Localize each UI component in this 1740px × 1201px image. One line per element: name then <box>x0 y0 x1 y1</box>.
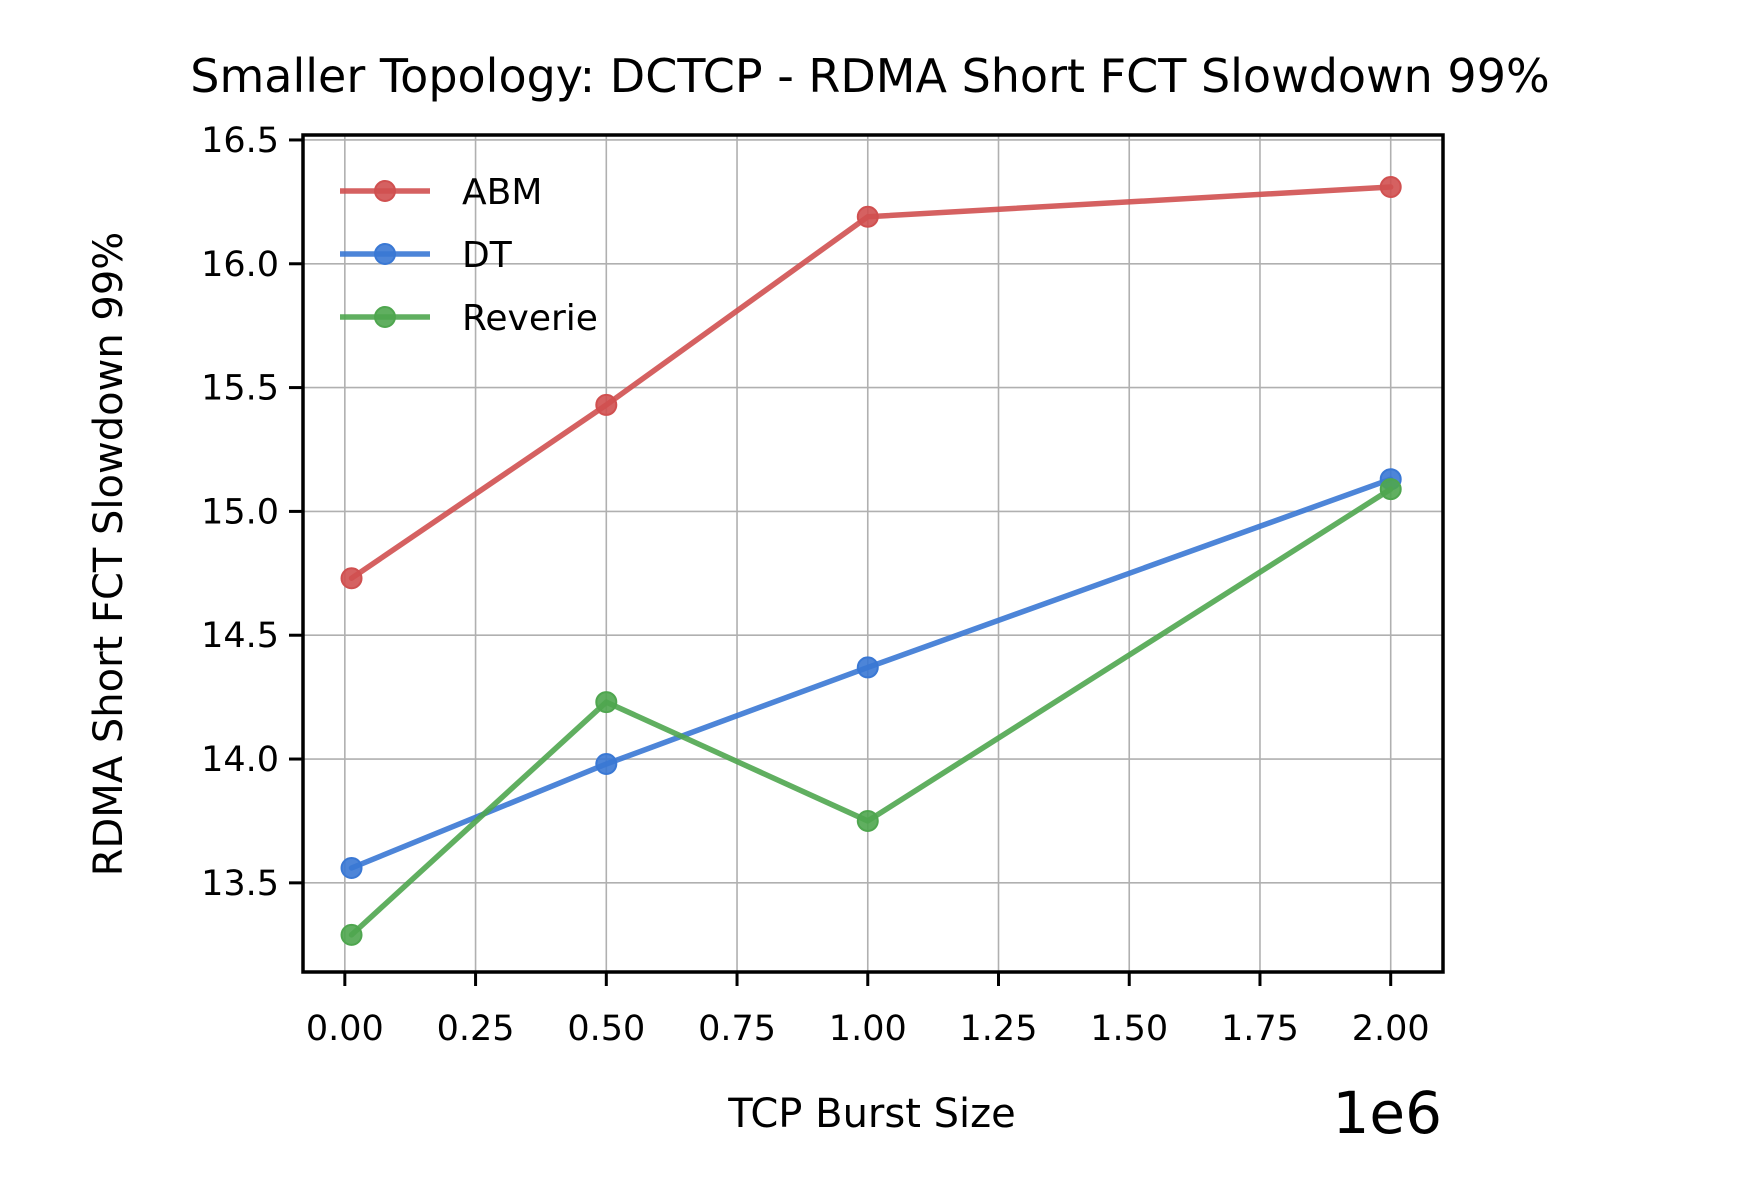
series-line-abm <box>348 184 1394 582</box>
legend-marker-abm <box>374 180 396 202</box>
y-tick-label: 15.0 <box>201 492 279 532</box>
x-tick-label: 0.50 <box>567 1009 645 1049</box>
x-tick-label: 0.00 <box>306 1009 384 1049</box>
x-tick-label: 1.25 <box>960 1009 1038 1049</box>
x-tick-label: 0.25 <box>437 1009 515 1049</box>
x-tick-label: 1.50 <box>1090 1009 1168 1049</box>
data-point-abm <box>340 567 363 590</box>
x-tick-label: 1.75 <box>1221 1009 1299 1049</box>
data-point-dt <box>595 752 618 775</box>
y-tick-label: 14.5 <box>201 616 279 656</box>
legend-item-dt: DT <box>340 235 513 276</box>
y-tick-label: 16.5 <box>201 121 279 161</box>
data-point-reverie <box>856 809 879 832</box>
legend-label-reverie: Reverie <box>462 298 598 339</box>
data-point-abm <box>595 393 618 416</box>
y-tick-label: 15.5 <box>201 369 279 409</box>
data-point-reverie <box>1379 478 1402 501</box>
y-axis-label: RDMA Short FCT Slowdown 99% <box>86 232 132 877</box>
series-reverie <box>340 478 1402 946</box>
data-point-abm <box>856 205 879 228</box>
x-tick-label: 1.00 <box>829 1009 907 1049</box>
data-point-dt <box>340 856 363 879</box>
data-point-reverie <box>595 691 618 714</box>
y-tick-label: 13.5 <box>201 864 279 904</box>
y-tick-label: 16.0 <box>201 245 279 285</box>
data-point-abm <box>1379 176 1402 199</box>
x-tick-label: 2.00 <box>1352 1009 1430 1049</box>
legend-label-dt: DT <box>462 235 513 276</box>
series-line-reverie <box>348 486 1394 938</box>
series-lines <box>340 176 1402 946</box>
axis-ticks: 0.00 0.25 0.50 0.75 1.00 1.25 1.50 1.75 2.00 13.5… <box>201 121 1430 1049</box>
plot-area-frame <box>301 133 1445 974</box>
grid-lines <box>303 135 1443 972</box>
data-point-reverie <box>340 923 363 946</box>
y-tick-label: 14.0 <box>201 740 279 780</box>
legend-marker-dt <box>374 243 396 265</box>
series-abm <box>340 176 1402 590</box>
x-tick-label: 0.75 <box>698 1009 776 1049</box>
chart-title: Smaller Topology: DCTCP - RDMA Short FCT… <box>190 49 1549 103</box>
data-point-dt <box>856 656 879 679</box>
legend-item-reverie: Reverie <box>340 298 598 339</box>
legend-marker-reverie <box>374 306 396 328</box>
x-axis-offset-label: 1e6 <box>1333 1079 1443 1147</box>
legend: ABM DT Reverie <box>340 172 598 339</box>
x-axis-label: TCP Burst Size <box>727 1091 1015 1137</box>
legend-label-abm: ABM <box>462 172 542 213</box>
legend-item-abm: ABM <box>340 172 542 213</box>
